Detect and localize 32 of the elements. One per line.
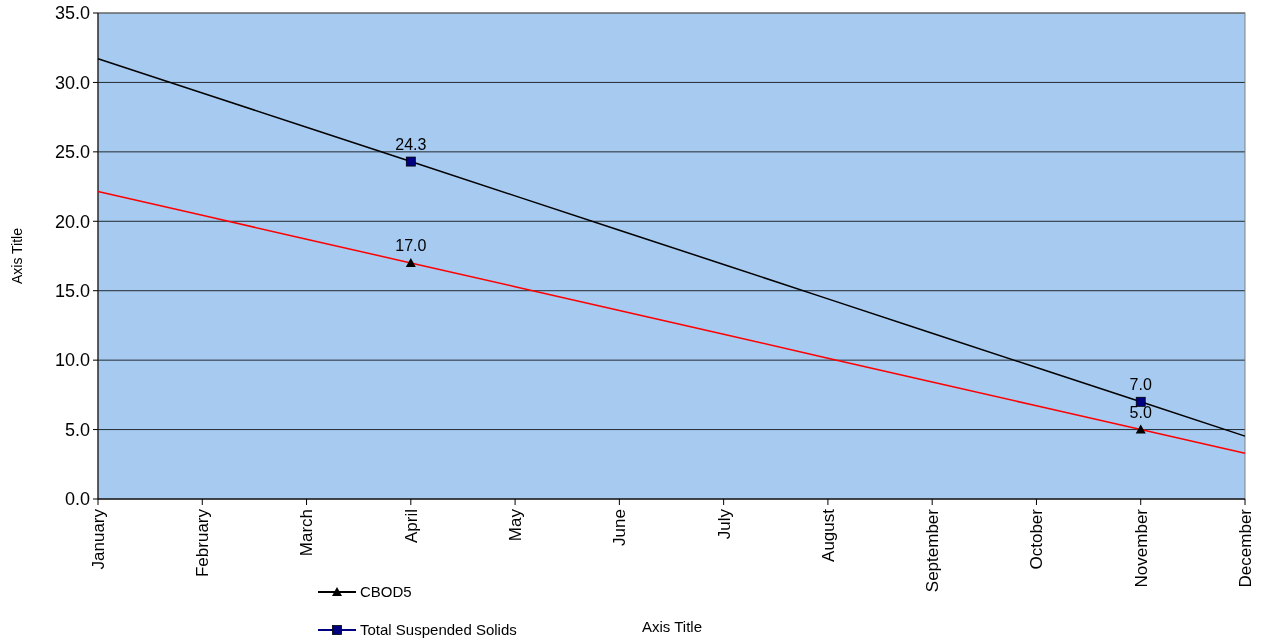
x-tick-label: October [1027, 508, 1047, 570]
x-tick-label: December [1235, 508, 1255, 588]
x-tick-label: September [923, 508, 943, 593]
point [405, 257, 416, 267]
data-label: 24.3 [395, 135, 427, 153]
x-axis-title: Axis Title [641, 618, 703, 635]
data-label: 17.0 [395, 236, 427, 254]
point [405, 156, 416, 167]
data-label: 5.0 [1129, 403, 1152, 421]
x-tick-label: March [297, 509, 317, 557]
x-tick-label: November [1131, 508, 1151, 588]
legend-label: CBOD5 [360, 583, 412, 601]
y-tick-label: 0.0 [64, 489, 90, 510]
y-tick-label: 30.0 [54, 72, 90, 93]
x-tick-label: August [818, 508, 838, 562]
point [1135, 396, 1146, 407]
x-tick-label: May [506, 508, 526, 542]
x-tick-label: January [88, 508, 108, 570]
point [1135, 424, 1146, 434]
x-tick-label: April [401, 509, 421, 544]
y-tick-label: 20.0 [54, 211, 90, 232]
x-tick-label: February [193, 508, 213, 578]
y-tick-label: 25.0 [54, 142, 90, 163]
x-tick-label: June [610, 509, 630, 546]
data-label: 7.0 [1129, 375, 1152, 393]
y-tick-label: 35.0 [54, 3, 90, 24]
legend-label: Total Suspended Solids [360, 621, 517, 639]
y-axis-title: Axis Title [9, 227, 25, 285]
y-tick-label: 5.0 [64, 419, 90, 440]
y-tick-label: 10.0 [54, 350, 90, 371]
y-tick-label: 15.0 [54, 281, 90, 302]
x-tick-label: July [714, 508, 734, 540]
